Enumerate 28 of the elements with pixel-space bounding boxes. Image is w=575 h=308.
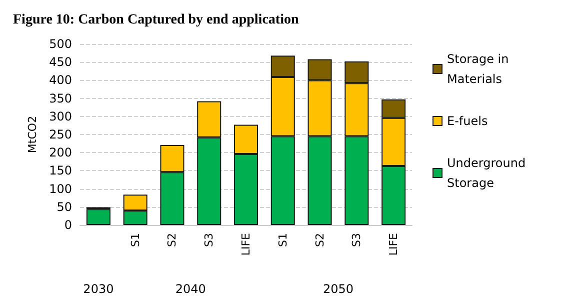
y-tick-label: 200 — [49, 146, 72, 160]
legend-label: Storage in Materials — [447, 52, 513, 86]
text: 2040 — [175, 282, 206, 296]
y-axis-title: MtCO2 — [26, 116, 39, 154]
text: 2050 — [322, 282, 354, 296]
text: 2030 — [83, 282, 114, 296]
y-tick-label: 100 — [49, 182, 72, 196]
y-tick-label: 350 — [49, 91, 72, 106]
y-tick-label: 0 — [64, 218, 72, 232]
x-tick-label: S2 — [166, 233, 179, 247]
y-tick-label: 50 — [56, 200, 72, 214]
legend-label: E-fuels — [447, 114, 488, 128]
x-tick-label: S3 — [202, 233, 216, 247]
x-tick-label: LIFE — [240, 232, 252, 256]
x-tick-label: S2 — [313, 233, 326, 247]
x-tick-label: LIFE — [387, 232, 400, 256]
legend-label: Underground Storage — [447, 156, 530, 190]
y-tick-label: 500 — [49, 37, 72, 51]
x-tick-label: S3 — [350, 233, 364, 247]
bar — [86, 209, 110, 225]
y-tick-label: 300 — [49, 109, 72, 124]
y-tick-label: 150 — [49, 164, 72, 178]
y-tick-label: 250 — [49, 128, 72, 142]
chart-title: Figure 10: Carbon Captured by end application — [13, 12, 299, 28]
x-tick-label: S1 — [128, 233, 142, 247]
y-tick-label: 400 — [49, 73, 72, 88]
x-tick-label: S1 — [276, 233, 290, 247]
y-tick-label: 450 — [49, 55, 72, 70]
